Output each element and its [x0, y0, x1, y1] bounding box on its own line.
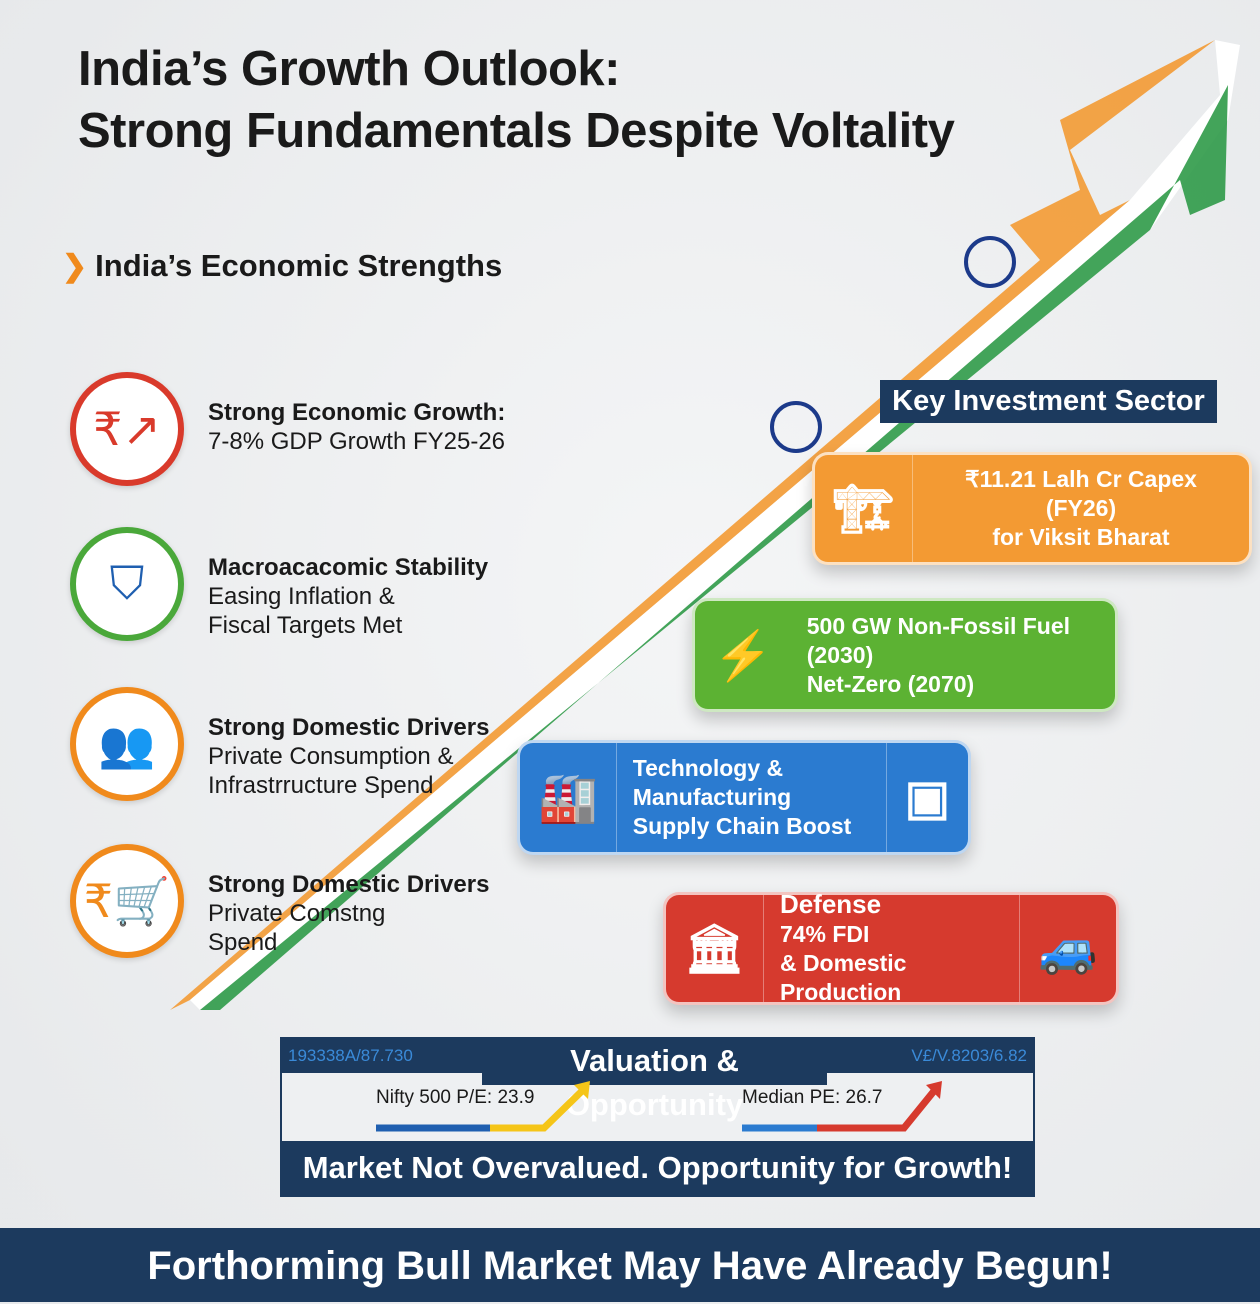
bottom-banner: Forthorming Bull Market May Have Already… [0, 1228, 1260, 1302]
sector-line: 74% FDI [779, 921, 870, 947]
sector-line: Net-Zero (2070) [806, 670, 975, 697]
strength-item: 👥 Strong Domestic Drivers Private Consump… [70, 687, 489, 801]
valuation-footer: Market Not Overvalued. Opportunity for G… [282, 1141, 1033, 1195]
sector-line: Manufacturing [632, 784, 792, 810]
strength-title: Strong Domestic Drivers [208, 714, 490, 741]
nifty-trend-arrow [490, 1088, 585, 1132]
shield-chart-icon: ⛉ [70, 527, 184, 641]
strength-line: Fiscal Targets Met [208, 612, 403, 639]
crane-icon: 🏗 [815, 455, 913, 562]
sector-card-technology: 🏭 Technology & Manufacturing Supply Chain … [517, 740, 971, 855]
section-heading: ❯ India’s Economic Strengths [62, 248, 502, 284]
strength-item: ₹↗ Strong Economic Growth: 7-8% GDP Growt… [70, 372, 505, 486]
strength-line: 7-8% GDP Growth FY25-26 [208, 428, 506, 455]
valuation-title: Valuation & Opportunity [482, 1039, 827, 1122]
strength-line: Infrastrruct​ure Spend [208, 772, 434, 799]
strength-line: Spend [208, 929, 278, 956]
sector-line: (2030) [806, 641, 874, 668]
chevron-right-icon: ❯ [62, 249, 88, 283]
rupee-growth-chart-icon: ₹↗ [70, 372, 184, 486]
sector-card-defense: 🏛 Defense 74% FDI & Domestic Production 🚙 [663, 889, 1119, 1005]
title-line-1: India’s Growth Outlook: [78, 42, 621, 96]
median-pe-metric: Median PE: 26.7 [742, 1087, 883, 1108]
ticker-right: V£/V.8203/6.82 [911, 1046, 1027, 1065]
chip-icon: ▣ [885, 743, 968, 852]
strength-item: ₹🛒 Strong Domestic Drivers Private Comstn… [70, 844, 489, 958]
sector-line: for Viksit Bharat [992, 524, 1170, 550]
defense-building-icon: 🏛 [666, 895, 764, 1002]
key-investment-sector-label: Key Investment Sector [880, 380, 1217, 423]
strength-item: ⛉ Macroacacomic Stability Easing Inflatio… [70, 527, 488, 641]
arrow-head [926, 1081, 942, 1099]
valuation-panel: 193338A/87.730 V£/V.8203/6.82 Valuation … [280, 1037, 1035, 1197]
strength-title: Macroacacomic Stability [208, 554, 489, 581]
strength-line: Private Comstng [208, 900, 386, 927]
median-trend-arrow [817, 1088, 937, 1132]
page-title: India’s Growth Outlook: Strong Fundament… [78, 38, 955, 162]
arrow-head [574, 1081, 590, 1099]
valuation-trend-arrows [376, 1081, 942, 1132]
strength-line: Private Consumption & [208, 743, 454, 770]
sector-line: Defense [779, 889, 882, 919]
sector-card-energy: ⚡ 500 GW Non-Fossil Fuel (2030) Net-Zero (… [692, 598, 1118, 712]
rupee-cart-icon: ₹🛒 [70, 844, 184, 958]
strength-title: Strong Domestic Drivers [208, 871, 490, 898]
section-heading-text: India’s Economic Strengths [95, 248, 503, 283]
sector-card-capex: 🏗 ₹11.21 Lalh Cr Capex (FY26) for Viksit … [812, 452, 1252, 565]
sector-line: 500 GW Non-Fossil Fuel [806, 612, 1071, 639]
sector-line: ₹11.21 Lalh Cr Capex (FY26) [964, 466, 1197, 521]
sector-line: Technology & [632, 755, 784, 781]
wind-solar-icon: ⚡ [713, 629, 773, 683]
strength-title: Strong Economic Growth: [208, 399, 506, 426]
sector-line: Supply Chain Boost [632, 813, 852, 839]
people-group-icon: 👥 [70, 687, 184, 801]
factory-icon: 🏭 [520, 743, 617, 852]
sector-line: & Domestic Production [779, 950, 907, 1005]
strength-line: Easing Inflation & [208, 583, 395, 610]
defense-tank-icon: 🚙 [1019, 895, 1116, 1002]
nifty-pe-metric: Nifty 500 P/E: 23.9 [376, 1087, 535, 1108]
ticker-left: 193338A/87.730 [288, 1046, 413, 1065]
title-line-2: Strong Fundamentals Despite Voltality [78, 104, 955, 158]
